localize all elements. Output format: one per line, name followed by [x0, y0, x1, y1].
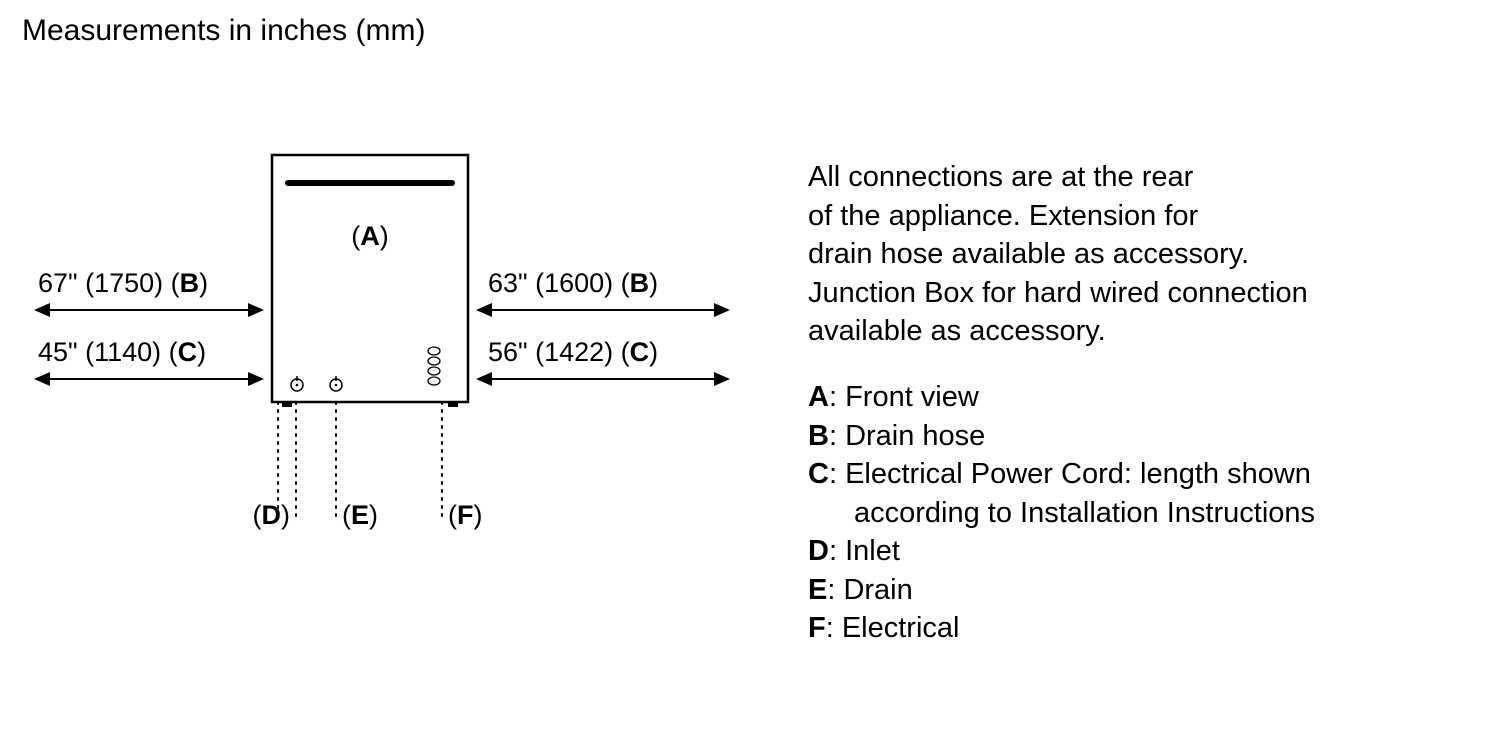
port-drain-dot [335, 384, 338, 387]
legend-label-cont: according to Installation Instructions [808, 494, 1468, 533]
dim-left-label-C: 45" (1140) (C) [38, 337, 206, 367]
diagram-container: (A) 67" (1750) (B) 45" (1140) (C) 63" (1600… [0, 120, 780, 685]
legend-row-D: D: Inlet [808, 532, 1468, 571]
legend-row-A: A: Front view [808, 378, 1468, 417]
dim-left-B-head-left [34, 303, 50, 317]
leader-label-D: (D) [253, 500, 291, 530]
dim-right-label-C: 56" (1422) (C) [488, 337, 658, 367]
leader-label-E: (E) [342, 500, 378, 530]
notes-line: of the appliance. Extension for [808, 197, 1468, 236]
dim-right-B-head-left [476, 303, 492, 317]
port-electrical [428, 357, 440, 365]
notes-line: Junction Box for hard wired connection [808, 274, 1468, 313]
notes-line: All connections are at the rear [808, 158, 1468, 197]
legend-row-F: F: Electrical [808, 609, 1468, 648]
port-electrical [428, 347, 440, 355]
dim-left-C-head-right [248, 372, 264, 386]
dim-right-label-B: 63" (1600) (B) [488, 268, 658, 298]
appliance-foot [282, 402, 292, 407]
notes-line: available as accessory. [808, 312, 1468, 351]
port-inlet-dot [296, 384, 299, 387]
legend-key: B [808, 420, 829, 452]
appliance-foot [448, 402, 458, 407]
legend-row-C: C: Electrical Power Cord: length shown [808, 455, 1468, 494]
legend-label: : Inlet [829, 535, 900, 567]
legend-label: : Electrical [826, 612, 960, 644]
legend-key: E [808, 574, 827, 606]
notes-line: drain hose available as accessory. [808, 235, 1468, 274]
diagram-svg: (A) 67" (1750) (B) 45" (1140) (C) 63" (1600… [0, 120, 780, 680]
legend-key: D [808, 535, 829, 567]
dim-right-C-head-left [476, 372, 492, 386]
legend-key: A [808, 381, 829, 413]
dim-left-C-head-left [34, 372, 50, 386]
dim-left-label-B: 67" (1750) (B) [38, 268, 208, 298]
legend-label: : Front view [829, 381, 979, 413]
dim-right-B-head-right [714, 303, 730, 317]
leader-label-F: (F) [448, 500, 483, 530]
page-root: Measurements in inches (mm) (A) 67" (1750… [0, 0, 1500, 750]
legend-label: : Electrical Power Cord: length shown [829, 458, 1311, 490]
legend-row-B: B: Drain hose [808, 417, 1468, 456]
legend-block: A: Front viewB: Drain hoseC: Electrical … [808, 378, 1468, 648]
legend-label: : Drain hose [829, 420, 985, 452]
port-electrical [428, 377, 440, 385]
dim-left-B-head-right [248, 303, 264, 317]
appliance-outline [272, 155, 468, 402]
dim-right-C-head-right [714, 372, 730, 386]
page-title: Measurements in inches (mm) [22, 14, 425, 48]
legend-key: C [808, 458, 829, 490]
label-A: (A) [351, 221, 389, 251]
legend-label: : Drain [827, 574, 912, 606]
legend-row-E: E: Drain [808, 571, 1468, 610]
notes-block: All connections are at the rearof the ap… [808, 158, 1468, 351]
port-electrical [428, 367, 440, 375]
legend-key: F [808, 612, 826, 644]
